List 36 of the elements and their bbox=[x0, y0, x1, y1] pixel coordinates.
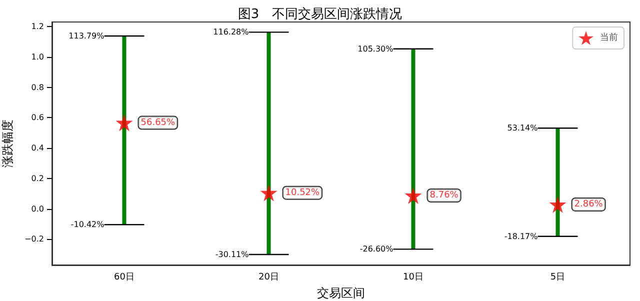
data-label: 2.86% bbox=[574, 199, 604, 210]
y-tick-label: 0.4 bbox=[31, 144, 44, 153]
annotation: 113.79% bbox=[68, 31, 105, 40]
data-label: 10.52% bbox=[285, 188, 320, 198]
bar bbox=[266, 32, 271, 255]
point bbox=[116, 114, 133, 132]
annotation: 105.30% bbox=[358, 44, 394, 54]
annotation: -18.17% bbox=[504, 232, 538, 241]
x-axis-title: 交易区间 bbox=[317, 286, 365, 300]
y-tick-label: 0.6 bbox=[31, 113, 44, 122]
point bbox=[260, 184, 278, 202]
legend-label: 当前 bbox=[600, 32, 618, 43]
y-tick-label: 1.0 bbox=[31, 52, 44, 62]
data-label: 8.76% bbox=[430, 190, 459, 200]
annotation: -30.11% bbox=[215, 250, 250, 260]
y-tick-label: −0.2 bbox=[24, 234, 44, 244]
bar bbox=[411, 48, 416, 250]
x-tick-label: 5日 bbox=[550, 272, 566, 282]
x-tick-label: 10日 bbox=[403, 272, 424, 282]
annotation: -26.60% bbox=[360, 244, 394, 254]
point bbox=[549, 196, 566, 213]
x-tick-label: 20日 bbox=[258, 272, 279, 282]
annotation: -10.42% bbox=[70, 220, 105, 230]
bar bbox=[556, 128, 560, 236]
data-label: 56.65% bbox=[140, 118, 176, 128]
bar bbox=[122, 36, 126, 225]
y-tick-label: 0.8 bbox=[31, 82, 44, 92]
annotation: 53.14% bbox=[507, 124, 538, 133]
y-axis-title: 涨跌幅度 bbox=[0, 120, 15, 168]
x-tick-label: 60日 bbox=[114, 272, 134, 282]
y-tick-label: 0.2 bbox=[31, 174, 44, 183]
y-tick-label: 0.0 bbox=[31, 204, 44, 214]
annotation: 116.28% bbox=[213, 28, 250, 37]
y-tick-label: 1.2 bbox=[31, 22, 44, 32]
chart-title: 图3 不同交易区间涨跌情况 bbox=[238, 6, 402, 22]
point bbox=[404, 187, 422, 204]
